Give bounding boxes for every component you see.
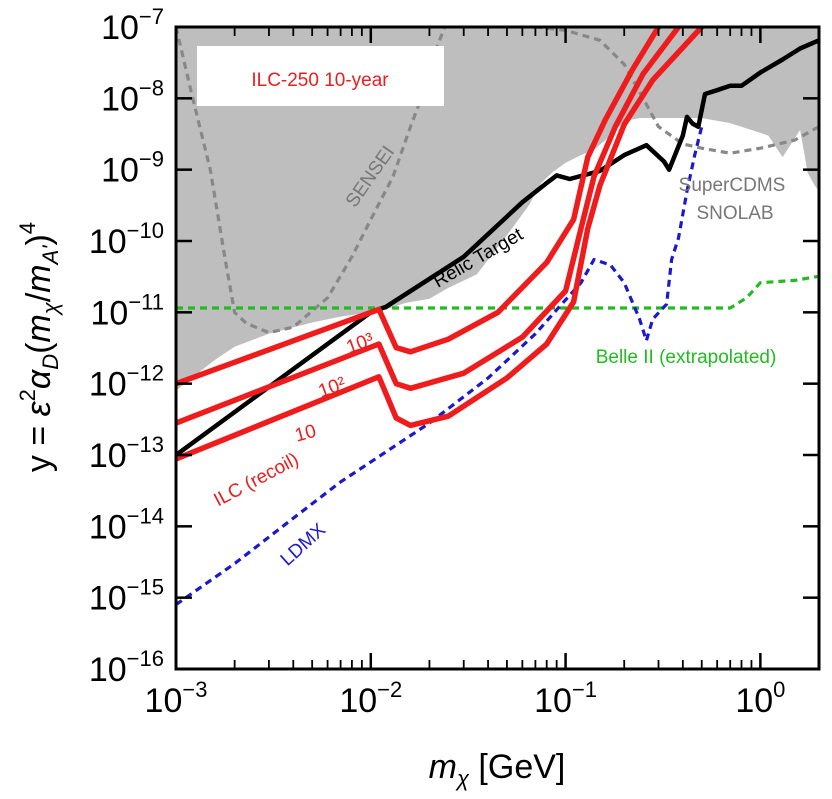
supercdms-label: SuperCDMS [679, 175, 786, 196]
curve-label-100: 10² [316, 373, 349, 402]
y-tick-label: 10−8 [101, 75, 164, 118]
y-tick-label: 10−16 [89, 646, 164, 689]
y-axis-title: y = ε2αD(mχ/mA')4 [15, 222, 63, 472]
y-tick-label: 10−7 [101, 4, 164, 47]
x-tick-label: 10−3 [145, 677, 208, 720]
y-tick-label: 10−15 [89, 575, 164, 618]
y-tick-label: 10−13 [89, 432, 164, 475]
ilc-title-box [197, 46, 444, 106]
x-tick-label: 100 [735, 677, 785, 720]
ldmx-label: LDMX [277, 519, 331, 570]
y-tick-label: 10−10 [89, 218, 164, 261]
series-supercdms-snolab-line [535, 27, 819, 155]
belle-label: Belle II (extrapolated) [596, 347, 777, 368]
y-tick-label: 10−14 [89, 503, 164, 546]
series-sensei-line [176, 27, 447, 335]
series-relic-target-line [176, 38, 819, 458]
plot-frame [174, 25, 821, 671]
series-10-line [176, 27, 705, 462]
x-tick-label: 10−2 [339, 677, 402, 720]
y-tick-label: 10−12 [89, 361, 164, 404]
ilc-title-label: ILC-250 10-year [251, 70, 389, 91]
series-10-line [176, 27, 682, 426]
series-belle-ii-extrapolated-line [176, 274, 819, 310]
y-tick-label: 10−9 [101, 147, 164, 190]
series-ldmx-line [176, 126, 704, 606]
x-axis-title: mχ [GeV] [429, 748, 566, 791]
x-tick-label: 10−1 [534, 677, 597, 720]
excluded-region [176, 27, 819, 391]
ilc-recoil-label: ILC (recoil) [210, 449, 302, 511]
series-10-line [176, 27, 662, 387]
curve-label-10: 10 [293, 421, 319, 447]
curve-label-1000: 10³ [344, 329, 377, 358]
snolab-label: SNOLAB [696, 203, 773, 224]
y-tick-label: 10−11 [90, 289, 164, 332]
